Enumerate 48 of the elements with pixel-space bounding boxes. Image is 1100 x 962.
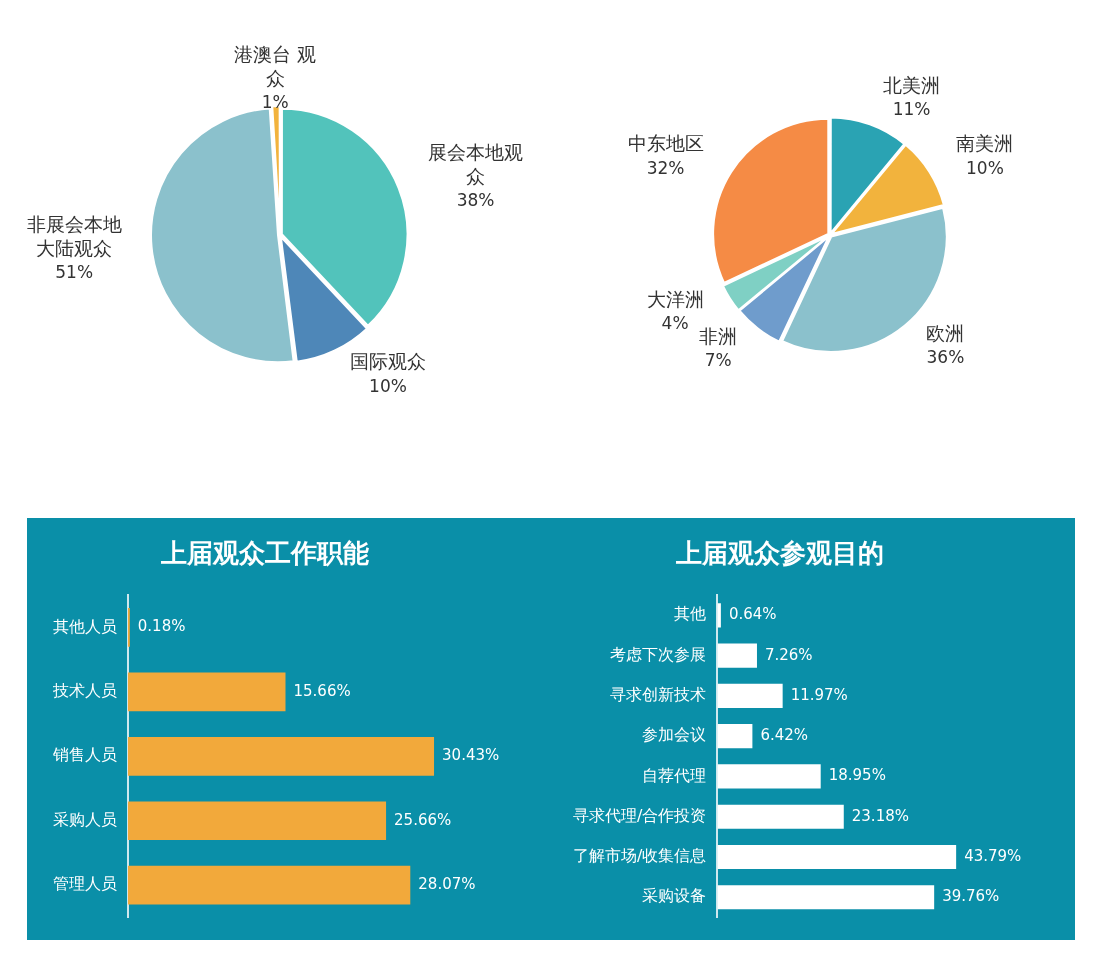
data-label: 0.18% [137, 617, 186, 636]
data-label: 38% [456, 190, 495, 211]
data-label: 10% [369, 375, 407, 396]
slice-label: 国际观众 [350, 350, 426, 373]
chart-title: 上届观众参观目的 [675, 538, 884, 569]
data-label: 23.18% [851, 806, 909, 825]
y-tick-label: 其他人员 [53, 616, 117, 636]
chart-title: 上届观众工作职能 [160, 538, 369, 569]
data-label: 28.07% [418, 875, 476, 894]
slice-label: 北美洲 [883, 73, 941, 96]
y-tick-label: 技术人员 [52, 681, 117, 701]
y-tick-label: 参加会议 [642, 725, 707, 745]
data-label: 0.64% [728, 605, 777, 624]
data-label: 32% [646, 157, 685, 178]
y-tick-label: 考虑下次参展 [610, 644, 707, 664]
y-tick-label: 寻求创新技术 [610, 685, 707, 705]
y-tick-label: 销售人员 [52, 745, 117, 765]
y-tick-label: 管理人员 [53, 874, 117, 894]
data-label: 7.26% [764, 645, 813, 664]
data-label: 10% [966, 157, 1004, 178]
data-label: 18.95% [828, 766, 886, 785]
data-label: 36% [926, 347, 965, 368]
slice-label: 欧洲 [926, 321, 965, 344]
data-label: 11.97% [790, 685, 848, 704]
data-label: 15.66% [293, 681, 351, 700]
data-label: 51% [55, 262, 94, 283]
slice-label: 展会本地观众 [428, 140, 524, 187]
data-label: 43.79% [964, 846, 1022, 865]
y-tick-label: 采购人员 [53, 809, 117, 829]
slice-label: 中东地区 [627, 132, 704, 155]
slice-label: 港澳台 观众 [234, 43, 317, 90]
slice-label: 大洋洲 [646, 287, 704, 310]
y-tick-label: 其他 [674, 604, 707, 624]
y-tick-label: 了解市场/收集信息 [573, 846, 707, 866]
slice-label: 南美洲 [956, 132, 1014, 155]
data-label: 11% [892, 98, 931, 119]
data-label: 4% [661, 313, 689, 334]
slice-label: 非展会本地大陆观众 [26, 212, 122, 259]
data-label: 7% [704, 349, 732, 370]
data-label: 25.66% [394, 810, 452, 829]
slice-label: 非洲 [699, 324, 738, 347]
y-tick-label: 采购设备 [642, 886, 707, 906]
data-label: 6.42% [760, 726, 809, 745]
y-tick-label: 寻求代理/合作投资 [573, 805, 707, 825]
data-label: 30.43% [442, 746, 500, 765]
y-tick-label: 自荐代理 [642, 765, 707, 785]
data-label: 39.76% [942, 887, 1000, 906]
data-label: 1% [261, 92, 289, 113]
